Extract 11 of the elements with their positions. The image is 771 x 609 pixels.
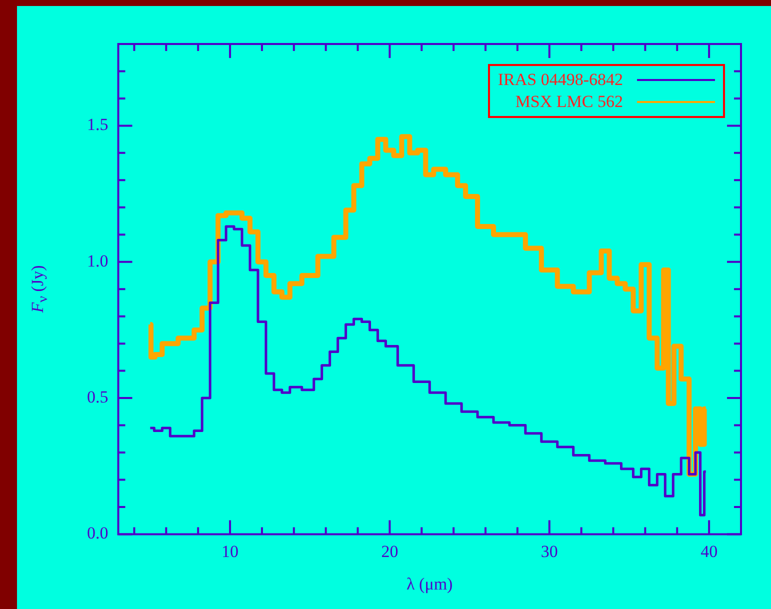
x-tick-label: 10 <box>222 542 239 561</box>
y-tick-label: 0.0 <box>87 524 108 543</box>
x-axis-title: λ (μm) <box>406 574 453 594</box>
y-tick-label: 0.5 <box>87 388 108 406</box>
legend-label: MSX LMC 562 <box>515 91 623 113</box>
y-tick-label: 1.0 <box>87 251 108 270</box>
x-tick-label: 30 <box>540 542 558 561</box>
x-tick-label: 40 <box>700 542 718 561</box>
x-tick-label: 20 <box>381 542 398 561</box>
y-tick-label: 1.5 <box>87 115 108 134</box>
legend-label: IRAS 04498-6842 <box>498 69 623 91</box>
